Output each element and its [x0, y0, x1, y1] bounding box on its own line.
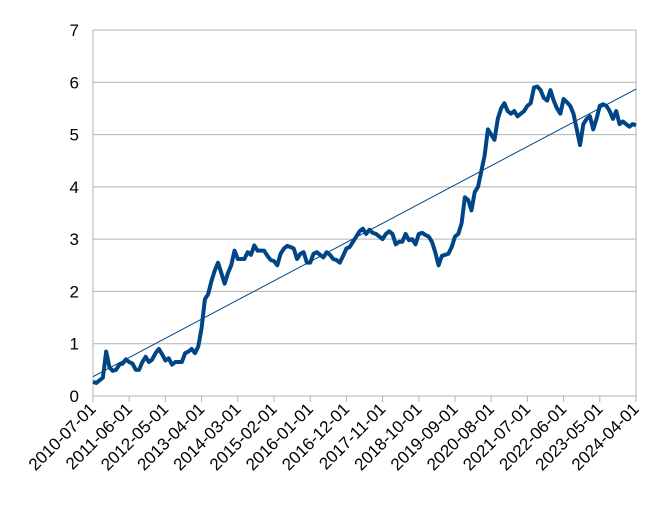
y-tick-label: 1	[70, 335, 79, 354]
y-tick-label: 7	[70, 21, 79, 40]
y-tick-label: 5	[70, 126, 79, 145]
y-tick-label: 0	[70, 387, 79, 406]
y-tick-label: 3	[70, 230, 79, 249]
y-tick-label: 4	[70, 178, 79, 197]
y-tick-label: 6	[70, 73, 79, 92]
data-line	[92, 84, 637, 385]
y-tick-label: 2	[70, 282, 79, 301]
